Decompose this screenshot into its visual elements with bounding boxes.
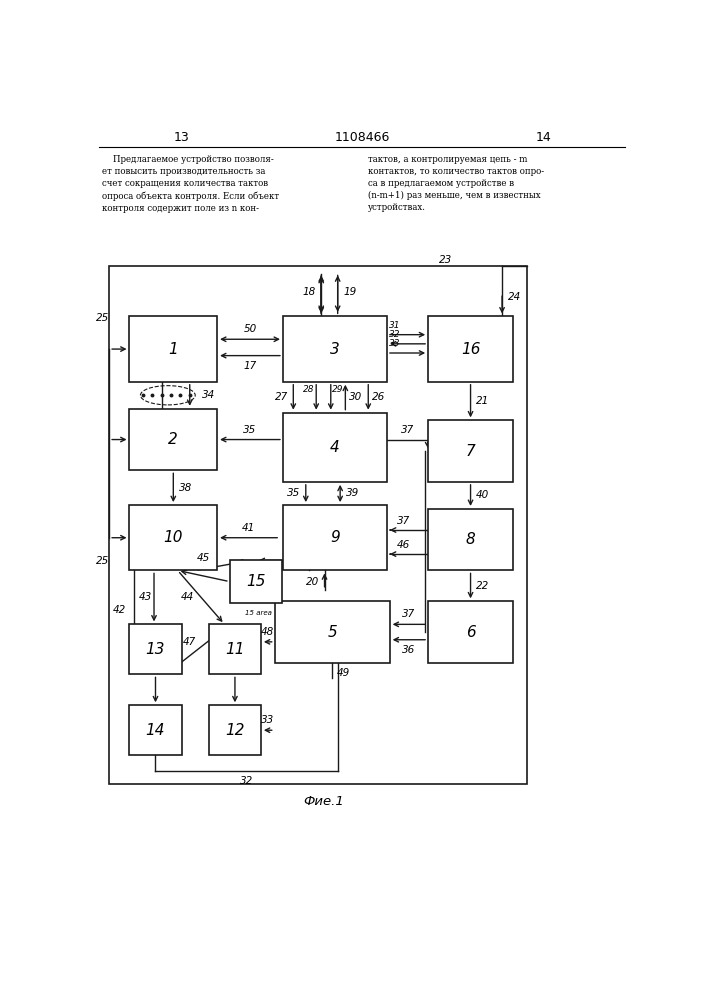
Text: 2: 2 (168, 432, 178, 447)
Text: 13: 13 (174, 131, 189, 144)
Text: 48: 48 (261, 627, 274, 637)
Bar (129, 316, 217, 382)
Text: 25: 25 (96, 313, 110, 323)
Bar (129, 705, 182, 755)
Text: 15: 15 (246, 574, 266, 589)
Text: 18: 18 (303, 287, 316, 297)
Text: 50: 50 (243, 324, 257, 334)
Text: 41: 41 (242, 523, 255, 533)
Bar (129, 409, 217, 470)
Text: 44: 44 (181, 592, 194, 602)
Text: 23: 23 (439, 255, 452, 265)
Text: 13: 13 (146, 642, 165, 657)
Text: 12: 12 (226, 723, 245, 738)
Text: 31: 31 (390, 321, 401, 330)
Text: 35: 35 (287, 488, 300, 498)
Text: 1108466: 1108466 (334, 131, 390, 144)
Text: 4: 4 (330, 440, 340, 455)
Bar (209, 705, 261, 755)
Text: 46: 46 (397, 540, 410, 550)
Text: 9: 9 (330, 530, 340, 545)
Text: 32: 32 (240, 776, 253, 786)
Text: 27: 27 (274, 392, 288, 402)
Text: 39: 39 (346, 488, 359, 498)
Text: 43: 43 (139, 592, 153, 602)
Text: 34: 34 (202, 390, 216, 400)
Text: 11: 11 (226, 642, 245, 657)
Text: Предлагаемое устройство позволя-
ет повысить производительность за
счет сокращен: Предлагаемое устройство позволя- ет повы… (102, 155, 279, 213)
Text: 20: 20 (306, 577, 319, 587)
Text: 16: 16 (461, 342, 480, 357)
Bar (230, 560, 282, 603)
Bar (428, 601, 513, 663)
Text: 45: 45 (197, 553, 210, 563)
Text: 36: 36 (402, 645, 416, 655)
Bar (428, 316, 513, 382)
Text: 33: 33 (261, 715, 274, 725)
Text: 37: 37 (401, 425, 414, 435)
Text: 47: 47 (183, 637, 197, 647)
Text: 10: 10 (163, 530, 183, 545)
Text: 35: 35 (243, 425, 257, 435)
Text: 49: 49 (337, 668, 350, 678)
Text: 24: 24 (508, 292, 521, 302)
Text: 7: 7 (466, 444, 475, 459)
Text: 40: 40 (476, 490, 489, 500)
Text: 42: 42 (113, 605, 127, 615)
Text: 22: 22 (476, 581, 489, 591)
Text: 21: 21 (476, 396, 489, 406)
Bar (275, 601, 390, 663)
Text: 3: 3 (330, 342, 340, 357)
Text: 14: 14 (535, 131, 551, 144)
Bar (129, 505, 217, 570)
Text: 28: 28 (303, 385, 315, 394)
Text: 8: 8 (466, 532, 475, 547)
Text: 14: 14 (146, 723, 165, 738)
Text: 32: 32 (390, 330, 401, 339)
Bar (129, 624, 182, 674)
Text: 29: 29 (332, 385, 344, 394)
Bar (283, 413, 387, 482)
Text: 30: 30 (349, 392, 362, 402)
Text: 17: 17 (243, 361, 257, 371)
Text: 1: 1 (168, 342, 178, 357)
Bar (428, 509, 513, 570)
Text: тактов, а контролируемая цепь - m
контактов, то количество тактов опро-
са в пре: тактов, а контролируемая цепь - m контак… (368, 155, 544, 212)
Text: 26: 26 (371, 392, 385, 402)
Text: 38: 38 (179, 483, 192, 493)
Text: 25: 25 (96, 556, 110, 566)
Text: 6: 6 (466, 625, 475, 640)
Bar (428, 420, 513, 482)
Text: 5: 5 (327, 625, 337, 640)
Bar (209, 624, 261, 674)
Text: 15 area: 15 area (245, 610, 272, 616)
Bar (109, 266, 527, 784)
Text: 37: 37 (402, 609, 416, 619)
Text: 33: 33 (390, 339, 401, 348)
Bar (283, 316, 387, 382)
Text: Фие.1: Фие.1 (303, 795, 344, 808)
Text: 19: 19 (343, 287, 356, 297)
Bar (283, 505, 387, 570)
Text: 37: 37 (397, 516, 410, 526)
